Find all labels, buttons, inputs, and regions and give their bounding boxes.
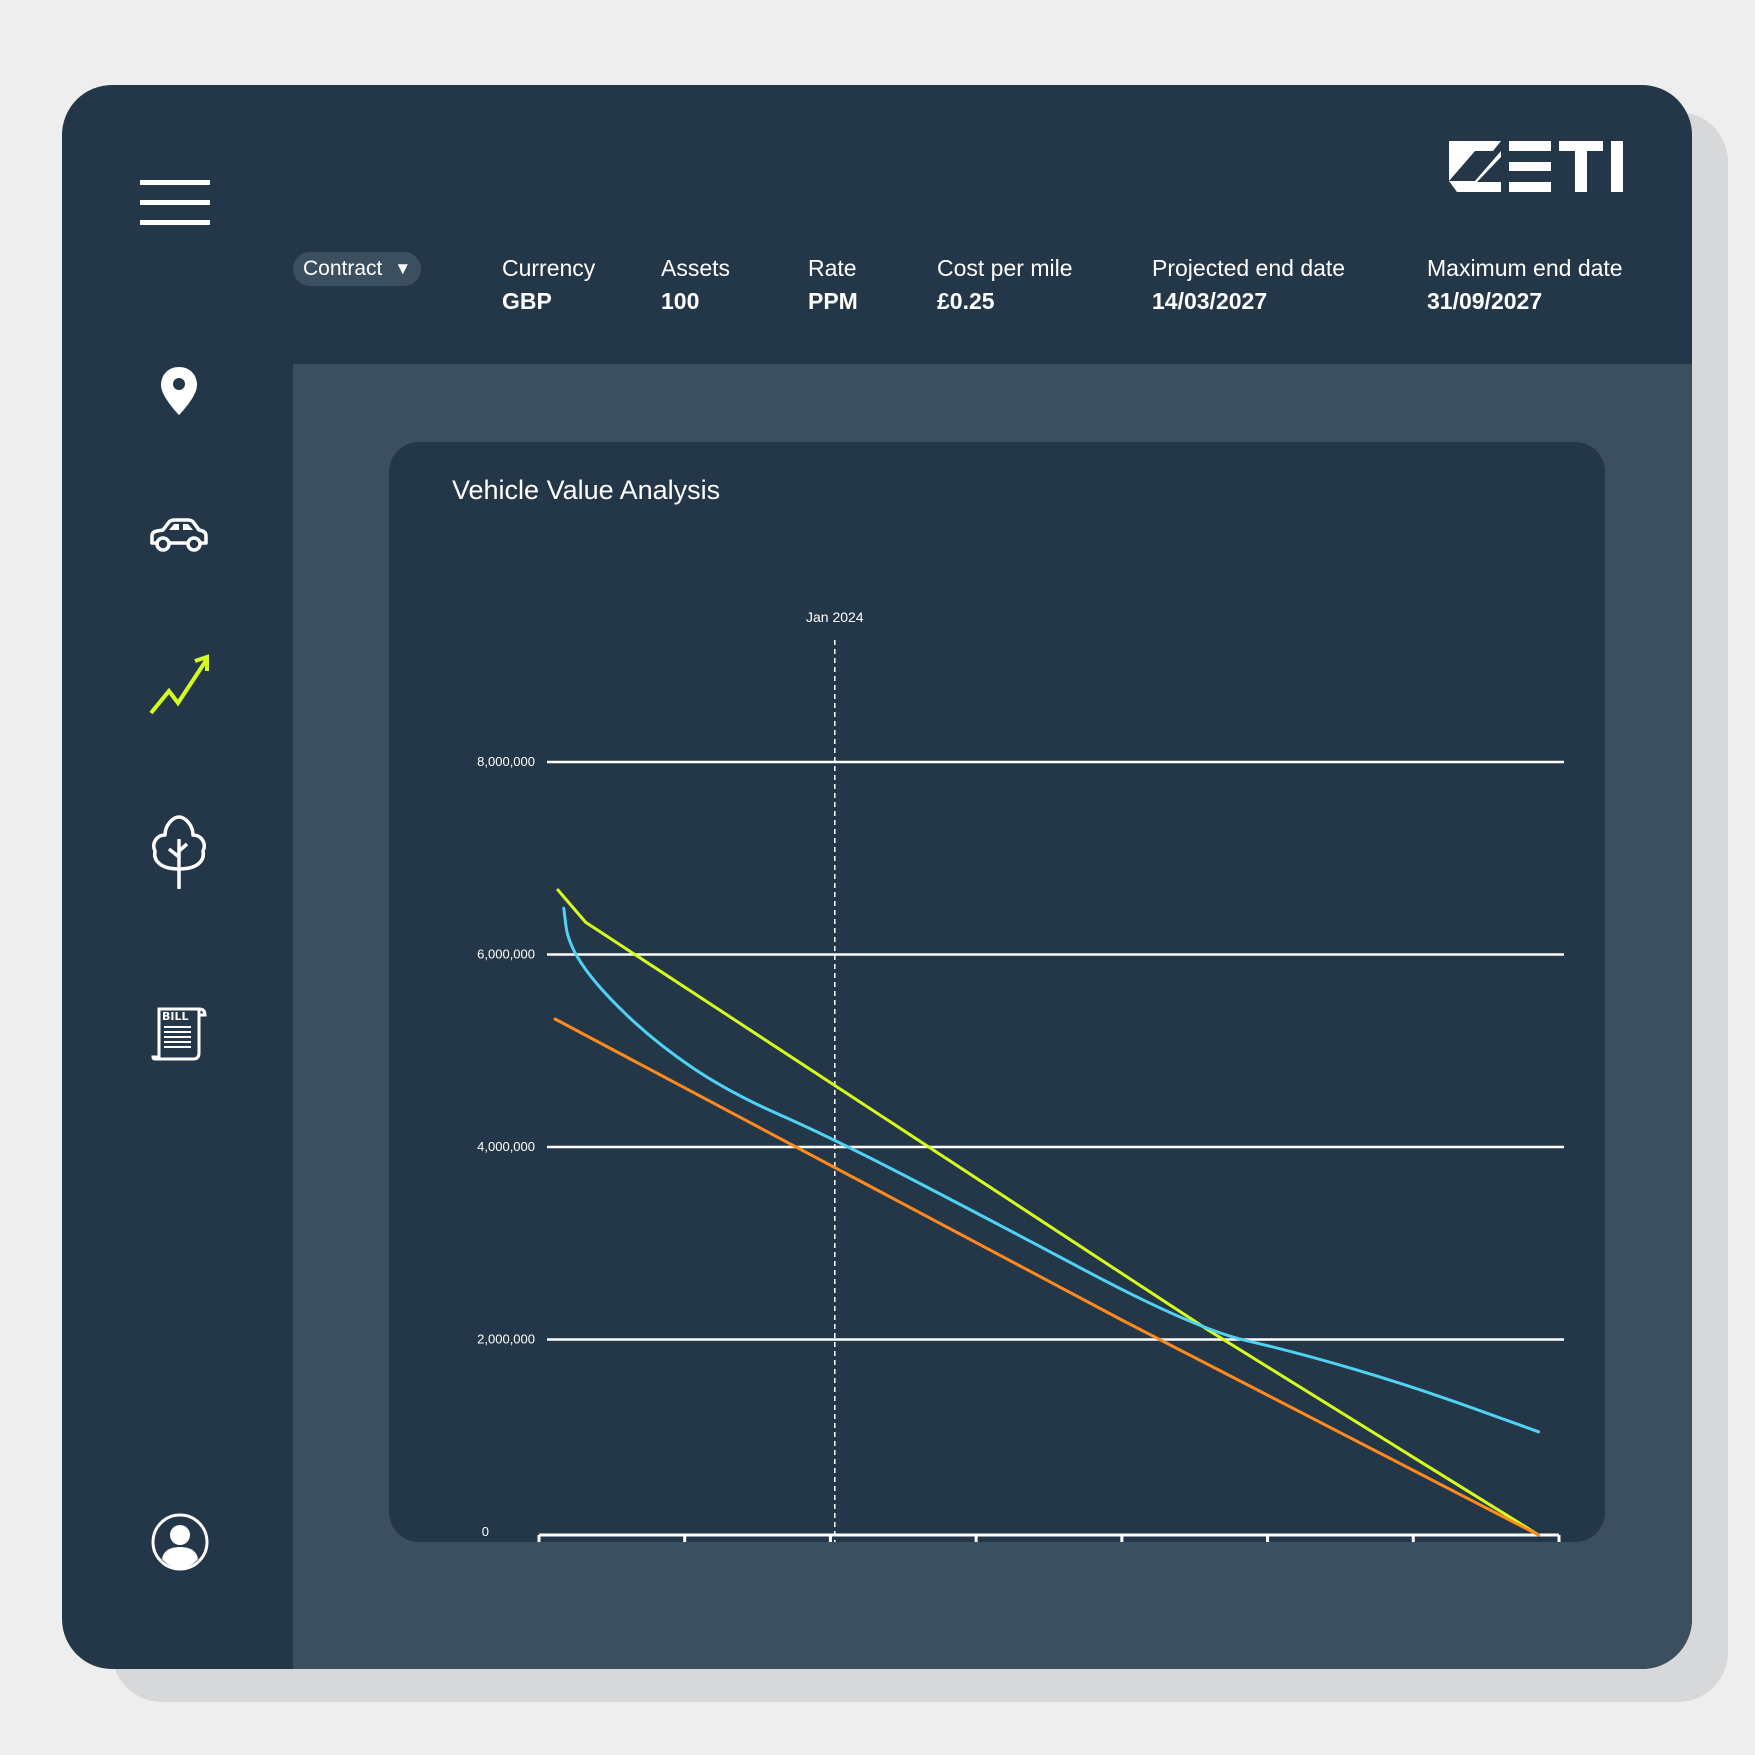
- marker-label: Jan 2024: [806, 609, 864, 625]
- y-tick-label: 0: [482, 1524, 489, 1539]
- contract-dropdown[interactable]: Contract ▼: [293, 252, 422, 286]
- series-line-1: [556, 888, 1541, 1537]
- stat-label: Rate: [808, 255, 857, 281]
- map-pin-icon[interactable]: [143, 355, 215, 427]
- stat-assets: Assets 100: [661, 255, 730, 315]
- stat-cost-per-mile: Cost per mile £0.25: [937, 255, 1072, 315]
- stat-value: 31/09/2027: [1427, 288, 1543, 314]
- stat-currency: Currency GBP: [502, 255, 595, 315]
- vehicle-value-chart-card: Vehicle Value Analysis 0 2,000,000 4,000,0…: [389, 442, 1605, 1542]
- trending-up-icon[interactable]: [143, 649, 215, 721]
- stat-label: Projected end date: [1152, 255, 1346, 281]
- bill-icon-text: BILL: [162, 1010, 189, 1023]
- app-window: BILL Contract ▼ Currency: [62, 85, 1692, 1669]
- series-line-3: [553, 1017, 1541, 1537]
- stat-label: Maximum end date: [1427, 255, 1623, 281]
- stat-projected-end-date: Projected end date 14/03/2027: [1152, 255, 1345, 315]
- stat-label: Assets: [661, 255, 731, 281]
- zeti-logo: [1447, 137, 1627, 197]
- car-icon[interactable]: [143, 499, 215, 571]
- stat-rate: Rate PPM: [808, 255, 858, 315]
- stat-label: Currency: [502, 255, 596, 281]
- stat-value: £0.25: [937, 288, 995, 314]
- user-profile-icon[interactable]: [150, 1512, 210, 1572]
- stat-value: 100: [661, 288, 700, 314]
- stat-value: PPM: [808, 288, 858, 314]
- stat-maximum-end-date: Maximum end date 31/09/2027: [1427, 255, 1623, 315]
- chevron-down-icon: ▼: [394, 259, 412, 278]
- hamburger-menu-icon[interactable]: [140, 180, 210, 226]
- tree-icon[interactable]: [143, 815, 215, 889]
- y-tick-label: 4,000,000: [477, 1139, 535, 1154]
- chart-title: Vehicle Value Analysis: [452, 475, 721, 505]
- bill-icon[interactable]: BILL: [143, 997, 215, 1069]
- y-tick-label: 8,000,000: [477, 754, 535, 769]
- y-tick-label: 6,000,000: [477, 947, 535, 962]
- series-line-2: [562, 906, 1541, 1434]
- stat-value: GBP: [502, 288, 552, 314]
- stat-value: 14/03/2027: [1152, 288, 1268, 314]
- contract-dropdown-label: Contract: [303, 257, 383, 280]
- stat-label: Cost per mile: [937, 255, 1073, 281]
- y-tick-label: 2,000,000: [477, 1332, 535, 1347]
- vehicle-value-chart: 02,000,0004,000,0006,000,0008,000,000202…: [477, 609, 1564, 1542]
